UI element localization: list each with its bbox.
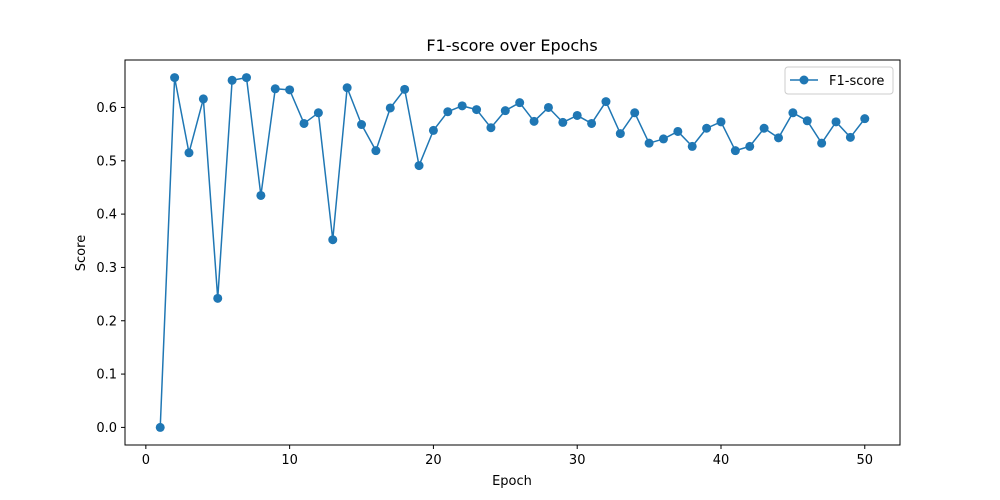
data-point — [802, 116, 812, 126]
data-point — [529, 116, 539, 126]
data-point — [860, 114, 870, 124]
y-tick-label: 0.0 — [96, 421, 117, 436]
data-point — [558, 117, 568, 127]
data-point — [241, 73, 251, 83]
axes-frame — [124, 59, 901, 446]
plot-area — [155, 73, 870, 432]
y-tick-label: 0.2 — [96, 314, 117, 329]
data-point — [774, 133, 784, 143]
data-point — [543, 102, 553, 112]
data-point — [170, 73, 180, 83]
data-point — [817, 138, 827, 148]
data-point — [313, 108, 323, 118]
data-point — [745, 141, 755, 151]
y-axis-label: Score — [74, 235, 89, 271]
x-tick-label: 0 — [142, 453, 150, 468]
data-point — [687, 141, 697, 151]
data-point — [615, 129, 625, 139]
data-point — [702, 123, 712, 133]
x-tick-label: 40 — [713, 453, 730, 468]
data-point — [342, 83, 352, 93]
data-point — [285, 85, 295, 95]
data-point — [270, 84, 280, 94]
legend-label: F1-score — [829, 74, 884, 89]
data-point — [328, 235, 338, 245]
y-tick-label: 0.5 — [96, 154, 117, 169]
x-tick-label: 20 — [425, 453, 442, 468]
y-axis-ticks: 0.0 0.1 0.2 0.3 0.4 0.5 0.6 — [96, 101, 125, 436]
chart-title: F1-score over Epochs — [426, 36, 597, 55]
data-point — [385, 103, 395, 113]
x-axis-label: Epoch — [492, 474, 532, 489]
data-point — [213, 293, 223, 303]
data-point — [443, 107, 453, 117]
data-point — [472, 105, 482, 115]
x-tick-label: 10 — [281, 453, 298, 468]
y-tick-label: 0.1 — [96, 368, 117, 383]
data-point — [428, 125, 438, 135]
data-point — [630, 108, 640, 118]
y-tick-label: 0.3 — [96, 261, 117, 276]
legend-dot-marker — [799, 75, 809, 85]
data-point — [515, 98, 525, 108]
data-point — [227, 75, 237, 85]
data-point — [572, 110, 582, 120]
data-point — [658, 134, 668, 144]
x-tick-label: 50 — [856, 453, 873, 468]
data-point — [730, 146, 740, 156]
data-point — [831, 117, 841, 127]
series-line — [159, 76, 866, 428]
y-tick-label: 0.4 — [96, 208, 117, 223]
data-point — [587, 118, 597, 128]
data-point — [845, 132, 855, 142]
data-point — [256, 190, 266, 200]
data-point — [601, 97, 611, 107]
data-point — [198, 94, 208, 104]
data-point — [457, 101, 467, 111]
data-point — [716, 117, 726, 127]
data-point — [184, 148, 194, 158]
data-point — [371, 146, 381, 156]
data-point — [500, 106, 510, 116]
data-point — [400, 84, 410, 94]
data-point — [357, 120, 367, 130]
data-point — [486, 123, 496, 133]
x-axis-ticks: 0 10 20 30 40 50 — [142, 445, 873, 468]
data-point — [644, 138, 654, 148]
legend: F1-score — [784, 66, 894, 95]
legend-box — [784, 66, 894, 95]
data-point — [759, 123, 769, 133]
data-point — [788, 108, 798, 118]
x-tick-label: 30 — [569, 453, 586, 468]
data-point — [299, 118, 309, 128]
data-point — [673, 126, 683, 136]
y-tick-label: 0.6 — [96, 101, 117, 116]
data-point — [414, 161, 424, 171]
data-point — [155, 422, 165, 432]
